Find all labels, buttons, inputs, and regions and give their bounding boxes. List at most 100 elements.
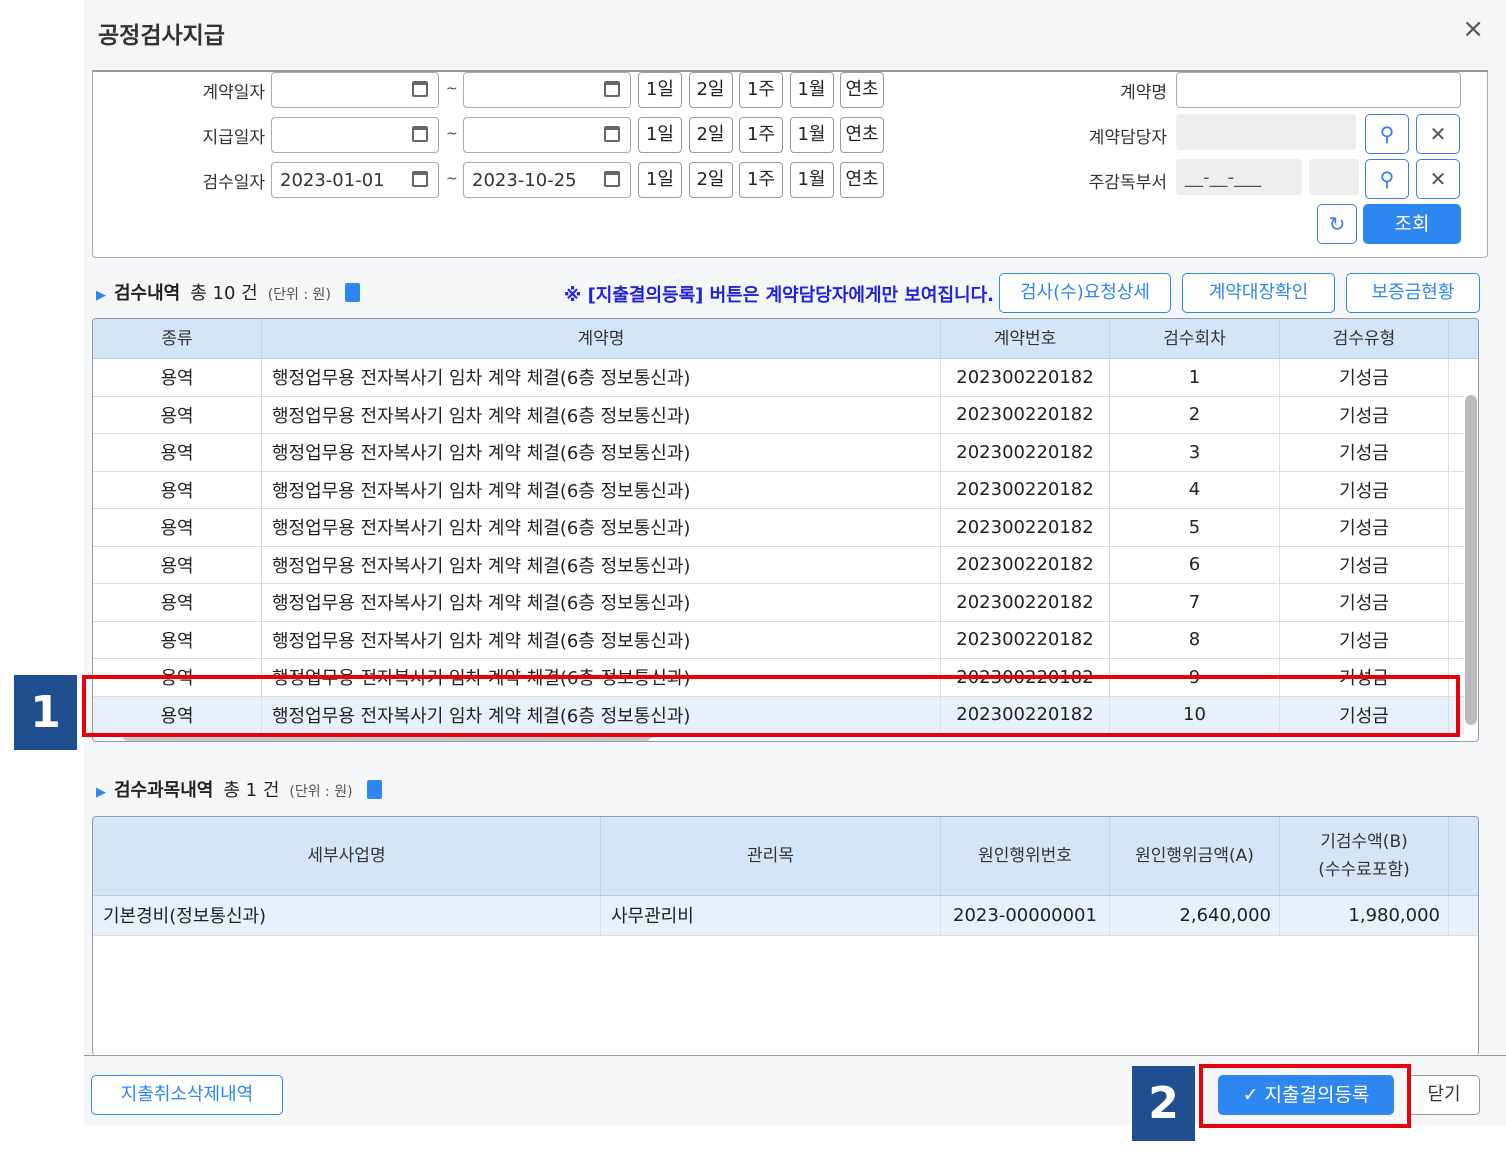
quick-range-button[interactable]: 연초 [840,162,884,198]
quick-range-button[interactable]: 1월 [789,72,834,108]
table-row[interactable]: 기본경비(정보통신과) 사무관리비 2023-00000001 2,640,000 1,… [93,896,1478,936]
dialog-title: 공정검사지급 [98,23,225,49]
date-to-input[interactable]: 2023-10-25 [463,162,631,198]
table-cell: 행정업무용 전자복사기 임차 계약 체결(6층 정보통신과) [262,696,941,733]
date-to-value: 2023-10-25 [472,170,577,191]
table-cell: 기성금 [1280,584,1449,621]
table-cell: 202300220182 [941,696,1110,733]
calendar-icon[interactable] [412,126,428,142]
table-cell: 1 [1110,359,1280,396]
table-cell: 202300220182 [941,434,1110,471]
table-row[interactable]: 용역 행정업무용 전자복사기 임차 계약 체결(6층 정보통신과) 20230022… [93,396,1464,434]
contract-ledger-button[interactable]: 계약대장확인 [1182,273,1335,313]
column-header[interactable]: 계약번호 [941,319,1110,358]
dept-name-input[interactable] [1309,159,1359,195]
reset-icon[interactable]: ↻ [1317,204,1357,244]
table-cell: 기성금 [1280,434,1449,471]
table-cell: 행정업무용 전자복사기 임차 계약 체결(6층 정보통신과) [262,584,941,621]
annotation-label-2: 2 [1132,1066,1195,1141]
calendar-icon[interactable] [412,81,428,97]
quick-range-button[interactable]: 연초 [840,72,884,108]
table-cell: 4 [1110,471,1280,508]
calendar-icon[interactable] [604,126,620,142]
quick-range-button[interactable]: 1일 [638,72,682,108]
quick-range-button[interactable]: 1일 [638,162,682,198]
items-section-header: ▶ 검수과목내역 총 1 건 (단위 : 원) [96,776,382,802]
quick-range-button[interactable]: 연초 [840,117,884,153]
column-header[interactable]: 검수유형 [1280,319,1449,358]
date-from-input[interactable]: 2023-01-01 [271,162,439,198]
table-row[interactable]: 용역 행정업무용 전자복사기 임차 계약 체결(6층 정보통신과) 20230022… [93,359,1464,397]
column-header[interactable]: 관리목 [601,817,941,895]
quick-range-button[interactable]: 1월 [789,117,834,153]
manager-clear-icon[interactable]: ✕ [1416,114,1460,154]
table-row[interactable]: 용역 행정업무용 전자복사기 임차 계약 체결(6층 정보통신과) 20230022… [93,621,1464,659]
deposit-status-button[interactable]: 보증금현황 [1346,273,1480,313]
horizontal-scrollbar[interactable] [123,733,651,741]
annotation-box-2 [1199,1064,1411,1128]
excel-icon[interactable] [366,780,382,799]
column-header[interactable]: 세부사업명 [93,817,601,895]
header-filler [1449,319,1478,358]
column-header[interactable]: 계약명 [262,319,941,358]
table-row[interactable]: 용역 행정업무용 전자복사기 임차 계약 체결(6층 정보통신과) 20230022… [93,584,1464,622]
column-header[interactable]: 원인행위번호 [941,817,1110,895]
calendar-icon[interactable] [604,171,620,187]
dept-clear-icon[interactable]: ✕ [1416,159,1460,199]
table-cell: 용역 [93,434,262,471]
register-label: 지출결의등록 [1264,1084,1370,1106]
excel-icon[interactable] [344,283,360,302]
quick-range-button[interactable]: 1월 [789,162,834,198]
table-cell: 기성금 [1280,621,1449,658]
table-row[interactable]: 용역 행정업무용 전자복사기 임차 계약 체결(6층 정보통신과) 20230022… [93,434,1464,472]
search-panel: 계약명 계약담당자 ⚲ ✕ 주감독부서 __-__-___ ⚲ ✕ ↻ 조회 계… [92,70,1488,258]
query-button[interactable]: 조회 [1363,204,1461,244]
quick-range-button[interactable]: 2일 [688,117,733,153]
list-section-header: ▶ 검수내역 총 10 건 (단위 : 원) [96,279,360,305]
table-row[interactable]: 용역 행정업무용 전자복사기 임차 계약 체결(6층 정보통신과) 20230022… [93,509,1464,547]
close-icon[interactable]: × [1462,14,1484,44]
table-cell: 202300220182 [941,584,1110,621]
table-row[interactable]: 용역 행정업무용 전자복사기 임차 계약 체결(6층 정보통신과) 20230022… [93,546,1464,584]
date-to-input[interactable] [463,117,631,153]
column-header[interactable]: 검수회차 [1110,319,1280,358]
column-header[interactable]: 원인행위금액(A) [1110,817,1280,895]
footer-divider [84,1055,1506,1056]
column-header[interactable]: 종류 [93,319,262,358]
calendar-icon[interactable] [412,171,428,187]
table-row[interactable]: 용역 행정업무용 전자복사기 임차 계약 체결(6층 정보통신과) 20230022… [93,471,1464,509]
dept-code-input[interactable]: __-__-___ [1176,159,1302,195]
calendar-icon[interactable] [604,81,620,97]
list-title: 검수내역 [114,283,181,304]
table-cell: 8 [1110,621,1280,658]
date-to-input[interactable] [463,72,631,108]
manager-search-icon[interactable]: ⚲ [1365,114,1409,154]
cancel-history-button[interactable]: 지출취소삭제내역 [91,1075,283,1115]
grid-header: 종류 계약명 계약번호 검수회차 검수유형 [93,319,1478,359]
dept-search-icon[interactable]: ⚲ [1365,159,1409,199]
quick-range-button[interactable]: 2일 [688,72,733,108]
manager-input[interactable] [1176,114,1356,150]
inspection-grid: 종류 계약명 계약번호 검수회차 검수유형 용역 행정업무용 전자복사기 임차 계약 체결… [92,318,1479,742]
contract-name-input[interactable] [1176,72,1461,108]
close-button[interactable]: 닫기 [1408,1075,1480,1115]
quick-range-button[interactable]: 2일 [688,162,733,198]
column-header[interactable]: 기검수액(B) (수수료포함) [1280,817,1449,895]
date-label: 계약일자 [202,83,265,103]
table-cell: 행정업무용 전자복사기 임차 계약 체결(6층 정보통신과) [262,396,941,433]
date-from-input[interactable] [271,117,439,153]
check-icon: ✓ [1242,1084,1259,1106]
quick-range-button[interactable]: 1주 [739,72,783,108]
date-from-input[interactable] [271,72,439,108]
dialog: 공정검사지급 × 계약명 계약담당자 ⚲ ✕ 주감독부서 __-__-___ ⚲… [84,0,1506,1125]
inspection-request-detail-button[interactable]: 검사(수)요청상세 [999,273,1171,313]
table-cell: 202300220182 [941,359,1110,396]
quick-range-button[interactable]: 1주 [739,162,783,198]
tilde: ~ [446,81,458,97]
vertical-scrollbar[interactable] [1465,395,1477,725]
table-row[interactable]: 용역 행정업무용 전자복사기 임차 계약 체결(6층 정보통신과) 20230022… [93,696,1464,734]
quick-range-button[interactable]: 1일 [638,117,682,153]
quick-range-button[interactable]: 1주 [739,117,783,153]
items-count: 총 1 건 [223,780,280,801]
register-expenditure-button[interactable]: ✓ 지출결의등록 [1218,1075,1394,1115]
